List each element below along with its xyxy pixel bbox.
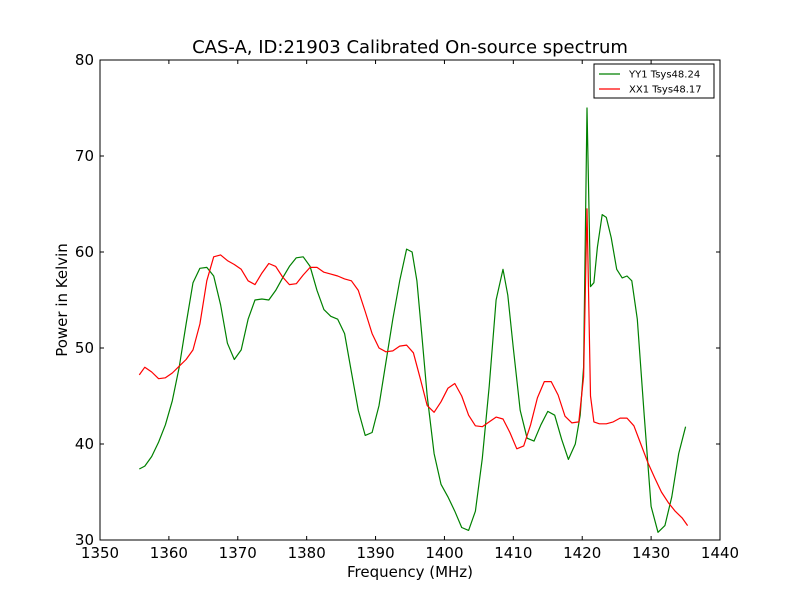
legend-label-yy1: YY1 Tsys48.24 [628, 70, 700, 81]
y-tick-label: 50 [75, 339, 94, 357]
x-tick-label: 1430 [632, 544, 670, 562]
legend: YY1 Tsys48.24 XX1 Tsys48.17 [593, 63, 715, 99]
plot-frame [99, 59, 721, 541]
y-tick-label: 80 [75, 51, 94, 69]
x-axis: 1350 1360 1370 1380 1390 1400 1410 1420 1430 1440 [81, 60, 739, 562]
x-tick-label: 1370 [219, 544, 257, 562]
x-tick-label: 1440 [701, 544, 739, 562]
legend-label-xx1: XX1 Tsys48.17 [629, 85, 702, 96]
legend-box [593, 63, 715, 99]
x-tick-label: 1390 [356, 544, 394, 562]
y-axis-label: Power in Kelvin [53, 243, 71, 357]
x-tick-label: 1420 [563, 544, 601, 562]
y-tick-label: 70 [75, 147, 94, 165]
x-tick-label: 1410 [494, 544, 532, 562]
x-tick-label: 1350 [81, 544, 119, 562]
y-tick-label: 60 [75, 243, 94, 261]
series-line-yy1 [139, 107, 687, 533]
chart-title: CAS-A, ID:21903 Calibrated On-source spe… [192, 37, 628, 58]
y-tick-label: 30 [75, 531, 94, 549]
x-tick-label: 1360 [150, 544, 188, 562]
y-axis: 30 40 50 60 70 80 [75, 51, 720, 549]
x-tick-label: 1400 [425, 544, 463, 562]
x-tick-label: 1380 [288, 544, 326, 562]
series-line-xx1 [138, 208, 689, 526]
y-tick-label: 40 [75, 435, 94, 453]
series-layer [138, 107, 689, 533]
x-axis-label: Frequency (MHz) [347, 563, 473, 581]
